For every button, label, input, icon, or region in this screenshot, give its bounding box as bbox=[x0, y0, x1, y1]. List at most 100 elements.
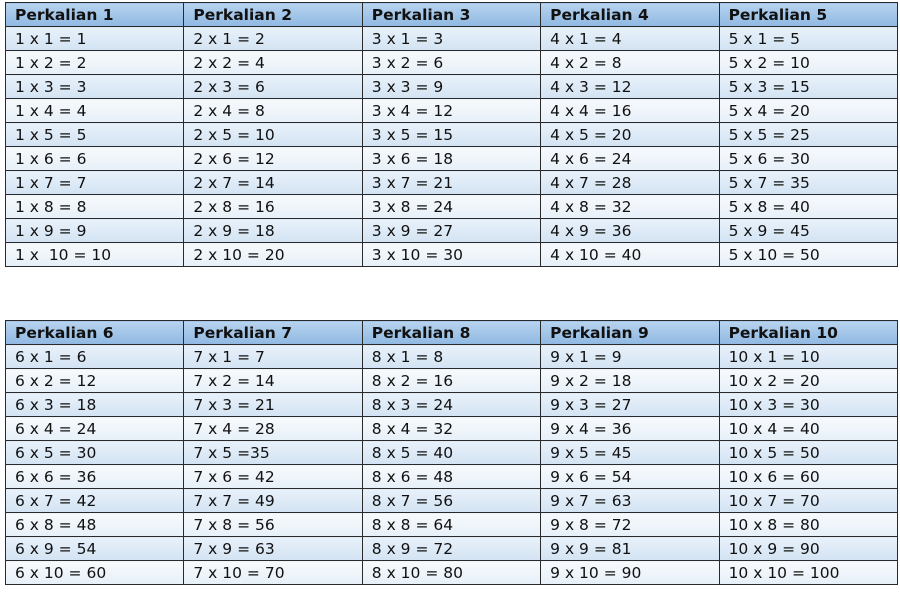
table-cell: 5 x 10 = 50 bbox=[718, 242, 899, 267]
table-cell: 7 x 9 = 63 bbox=[183, 536, 363, 561]
table-cell: 5 x 2 = 10 bbox=[718, 50, 899, 75]
table-cell: 4 x 9 = 36 bbox=[540, 218, 720, 243]
table-cell: 7 x 4 = 28 bbox=[183, 416, 363, 441]
table-cell: 2 x 7 = 14 bbox=[183, 170, 363, 195]
multiplication-table: Perkalian 6 Perkalian 7 Perkalian 8 Perkali… bbox=[4, 320, 899, 585]
table-cell: 4 x 1 = 4 bbox=[540, 26, 720, 51]
table-cell: 10 x 5 = 50 bbox=[718, 440, 899, 465]
table-cell: 7 x 2 = 14 bbox=[183, 368, 363, 393]
table-cell: 9 x 7 = 63 bbox=[540, 488, 720, 513]
table-cell: 8 x 8 = 64 bbox=[361, 512, 542, 537]
table-cell: 1 x 2 = 2 bbox=[4, 50, 185, 75]
table-cell: 10 x 6 = 60 bbox=[718, 464, 899, 489]
table-cell: 9 x 8 = 72 bbox=[540, 512, 720, 537]
table-cell: 4 x 10 = 40 bbox=[540, 242, 720, 267]
table-cell: 10 x 3 = 30 bbox=[718, 392, 899, 417]
table-cell: 3 x 6 = 18 bbox=[361, 146, 542, 171]
column-header: Perkalian 10 bbox=[718, 320, 899, 345]
table-cell: 10 x 8 = 80 bbox=[718, 512, 899, 537]
table-cell: 4 x 6 = 24 bbox=[540, 146, 720, 171]
table-cell: 6 x 7 = 42 bbox=[4, 488, 185, 513]
table-row: 1 x 10 = 10 2 x 10 = 20 3 x 10 = 30 4 x 10 … bbox=[4, 242, 899, 267]
table-cell: 2 x 1 = 2 bbox=[183, 26, 363, 51]
table-cell: 1 x 1 = 1 bbox=[4, 26, 185, 51]
table-cell: 5 x 8 = 40 bbox=[718, 194, 899, 219]
table-cell: 9 x 3 = 27 bbox=[540, 392, 720, 417]
table-cell: 5 x 6 = 30 bbox=[718, 146, 899, 171]
table-row: 6 x 8 = 48 7 x 8 = 56 8 x 8 = 64 9 x 8 = 72… bbox=[4, 512, 899, 537]
table-cell: 5 x 3 = 15 bbox=[718, 74, 899, 99]
table-cell: 1 x 3 = 3 bbox=[4, 74, 185, 99]
column-header: Perkalian 9 bbox=[540, 320, 720, 345]
table-cell: 7 x 3 = 21 bbox=[183, 392, 363, 417]
table-cell: 7 x 5 =35 bbox=[183, 440, 363, 465]
table-cell: 8 x 1 = 8 bbox=[361, 344, 542, 369]
table-cell: 7 x 10 = 70 bbox=[183, 560, 363, 585]
table-cell: 5 x 1 = 5 bbox=[718, 26, 899, 51]
table-cell: 6 x 8 = 48 bbox=[4, 512, 185, 537]
table-cell: 8 x 9 = 72 bbox=[361, 536, 542, 561]
table-cell: 7 x 7 = 49 bbox=[183, 488, 363, 513]
table-cell: 3 x 2 = 6 bbox=[361, 50, 542, 75]
column-header: Perkalian 2 bbox=[183, 2, 363, 27]
column-header: Perkalian 3 bbox=[361, 2, 542, 27]
table-cell: 5 x 9 = 45 bbox=[718, 218, 899, 243]
table-cell: 3 x 5 = 15 bbox=[361, 122, 542, 147]
table-cell: 6 x 10 = 60 bbox=[4, 560, 185, 585]
table-row: 6 x 5 = 30 7 x 5 =35 8 x 5 = 40 9 x 5 = 45 1… bbox=[4, 440, 899, 465]
table-row: 6 x 2 = 12 7 x 2 = 14 8 x 2 = 16 9 x 2 = 18… bbox=[4, 368, 899, 393]
table-cell: 1 x 5 = 5 bbox=[4, 122, 185, 147]
table-cell: 5 x 5 = 25 bbox=[718, 122, 899, 147]
table-cell: 4 x 7 = 28 bbox=[540, 170, 720, 195]
table-cell: 1 x 6 = 6 bbox=[4, 146, 185, 171]
table-cell: 4 x 8 = 32 bbox=[540, 194, 720, 219]
table-cell: 8 x 4 = 32 bbox=[361, 416, 542, 441]
table-cell: 6 x 3 = 18 bbox=[4, 392, 185, 417]
table-cell: 3 x 1 = 3 bbox=[361, 26, 542, 51]
table-cell: 4 x 4 = 16 bbox=[540, 98, 720, 123]
table-cell: 5 x 4 = 20 bbox=[718, 98, 899, 123]
table-row: 6 x 4 = 24 7 x 4 = 28 8 x 4 = 32 9 x 4 = 36… bbox=[4, 416, 899, 441]
table-cell: 10 x 7 = 70 bbox=[718, 488, 899, 513]
table-cell: 9 x 9 = 81 bbox=[540, 536, 720, 561]
table-cell: 3 x 7 = 21 bbox=[361, 170, 542, 195]
table-cell: 6 x 2 = 12 bbox=[4, 368, 185, 393]
table-cell: 10 x 1 = 10 bbox=[718, 344, 899, 369]
table-cell: 8 x 10 = 80 bbox=[361, 560, 542, 585]
table-cell: 3 x 10 = 30 bbox=[361, 242, 542, 267]
column-header: Perkalian 4 bbox=[540, 2, 720, 27]
table-cell: 8 x 6 = 48 bbox=[361, 464, 542, 489]
table-row: 6 x 9 = 54 7 x 9 = 63 8 x 9 = 72 9 x 9 = 81… bbox=[4, 536, 899, 561]
table-cell: 1 x 7 = 7 bbox=[4, 170, 185, 195]
table-cell: 9 x 2 = 18 bbox=[540, 368, 720, 393]
column-header: Perkalian 6 bbox=[4, 320, 185, 345]
table-cell: 2 x 3 = 6 bbox=[183, 74, 363, 99]
table-cell: 10 x 4 = 40 bbox=[718, 416, 899, 441]
header-row: Perkalian 6 Perkalian 7 Perkalian 8 Perkali… bbox=[4, 320, 899, 345]
table-cell: 10 x 9 = 90 bbox=[718, 536, 899, 561]
table-row: 6 x 7 = 42 7 x 7 = 49 8 x 7 = 56 9 x 7 = 63… bbox=[4, 488, 899, 513]
table-cell: 9 x 10 = 90 bbox=[540, 560, 720, 585]
table-cell: 6 x 6 = 36 bbox=[4, 464, 185, 489]
table-cell: 4 x 5 = 20 bbox=[540, 122, 720, 147]
table-cell: 6 x 9 = 54 bbox=[4, 536, 185, 561]
column-header: Perkalian 7 bbox=[183, 320, 363, 345]
table-cell: 5 x 7 = 35 bbox=[718, 170, 899, 195]
multiplication-table: Perkalian 1 Perkalian 2 Perkalian 3 Perkali… bbox=[4, 2, 899, 267]
column-header: Perkalian 8 bbox=[361, 320, 542, 345]
header-row: Perkalian 1 Perkalian 2 Perkalian 3 Perkali… bbox=[4, 2, 899, 27]
table-cell: 4 x 2 = 8 bbox=[540, 50, 720, 75]
table-cell: 2 x 6 = 12 bbox=[183, 146, 363, 171]
table-cell: 6 x 5 = 30 bbox=[4, 440, 185, 465]
column-header: Perkalian 1 bbox=[4, 2, 185, 27]
table-cell: 3 x 9 = 27 bbox=[361, 218, 542, 243]
